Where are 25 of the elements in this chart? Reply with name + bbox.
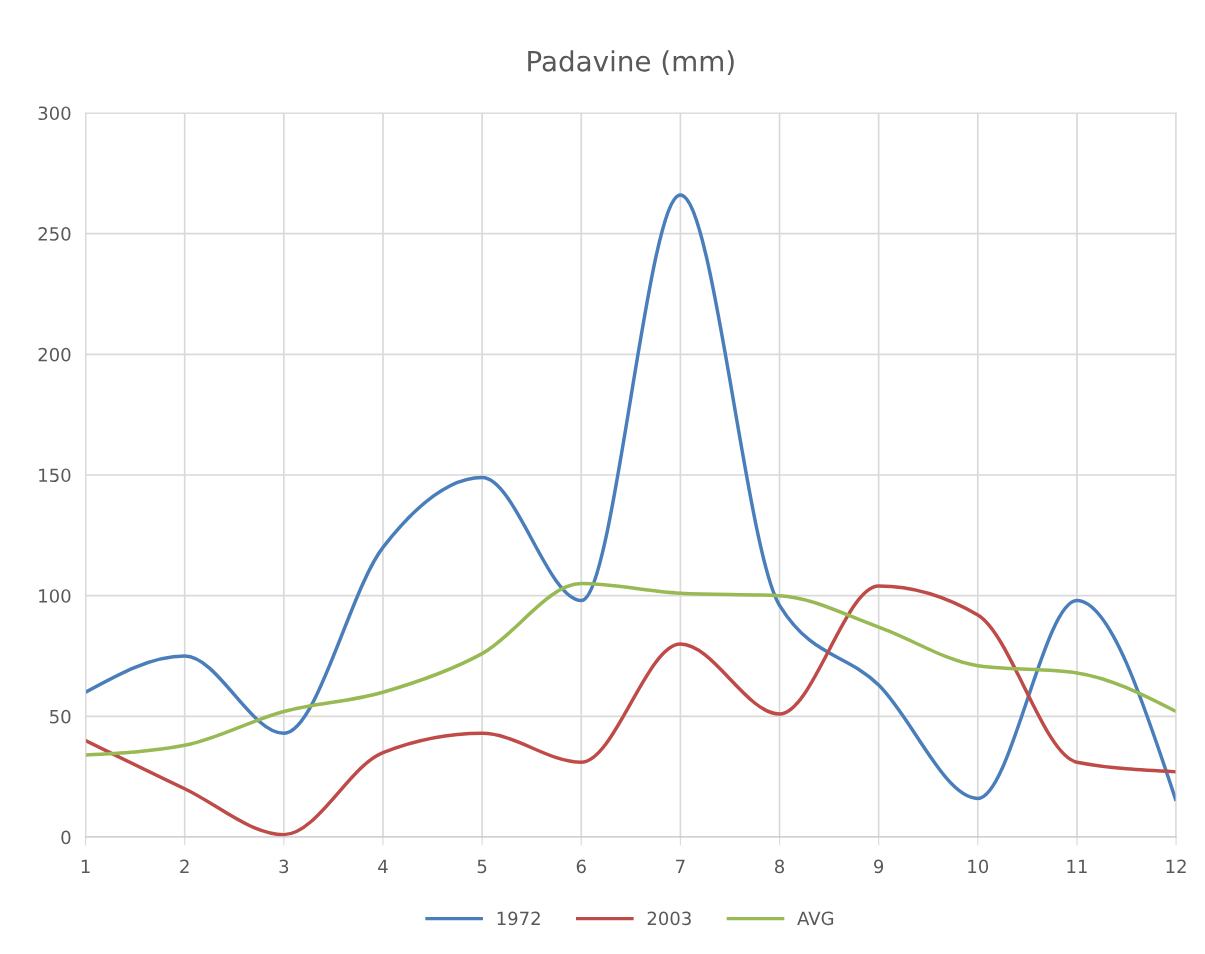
x-tick-label: 11 — [1067, 859, 1087, 873]
y-tick-label: 300 — [38, 106, 71, 121]
y-tick-label: 50 — [50, 709, 71, 724]
y-tick-label: 0 — [61, 830, 71, 845]
x-tick-label: 8 — [775, 859, 785, 874]
x-tick-label: 4 — [378, 859, 388, 873]
y-tick-label: 100 — [39, 589, 71, 603]
y-tick-label: 250 — [38, 227, 71, 241]
x-tick-label: 2 — [180, 859, 189, 873]
y-tick-label: 150 — [39, 468, 71, 483]
legend-label: AVG — [797, 911, 834, 926]
x-tick-label: 12 — [1166, 859, 1186, 873]
legend-label: 2003 — [647, 911, 691, 926]
y-tick-label: 200 — [38, 347, 71, 362]
x-tick-label: 7 — [676, 859, 685, 873]
chart-title: Padavine (mm) — [528, 50, 734, 75]
x-tick-label: 10 — [968, 859, 989, 874]
line-series — [85, 193, 1177, 803]
line-series — [85, 581, 1177, 757]
x-tick-label: 9 — [874, 859, 884, 874]
x-tick-label: 6 — [576, 859, 586, 874]
x-tick-label: 5 — [477, 859, 487, 874]
x-tick-label: 3 — [279, 859, 289, 874]
legend-label: 1972 — [497, 911, 540, 926]
x-tick-label: 1 — [81, 859, 90, 873]
